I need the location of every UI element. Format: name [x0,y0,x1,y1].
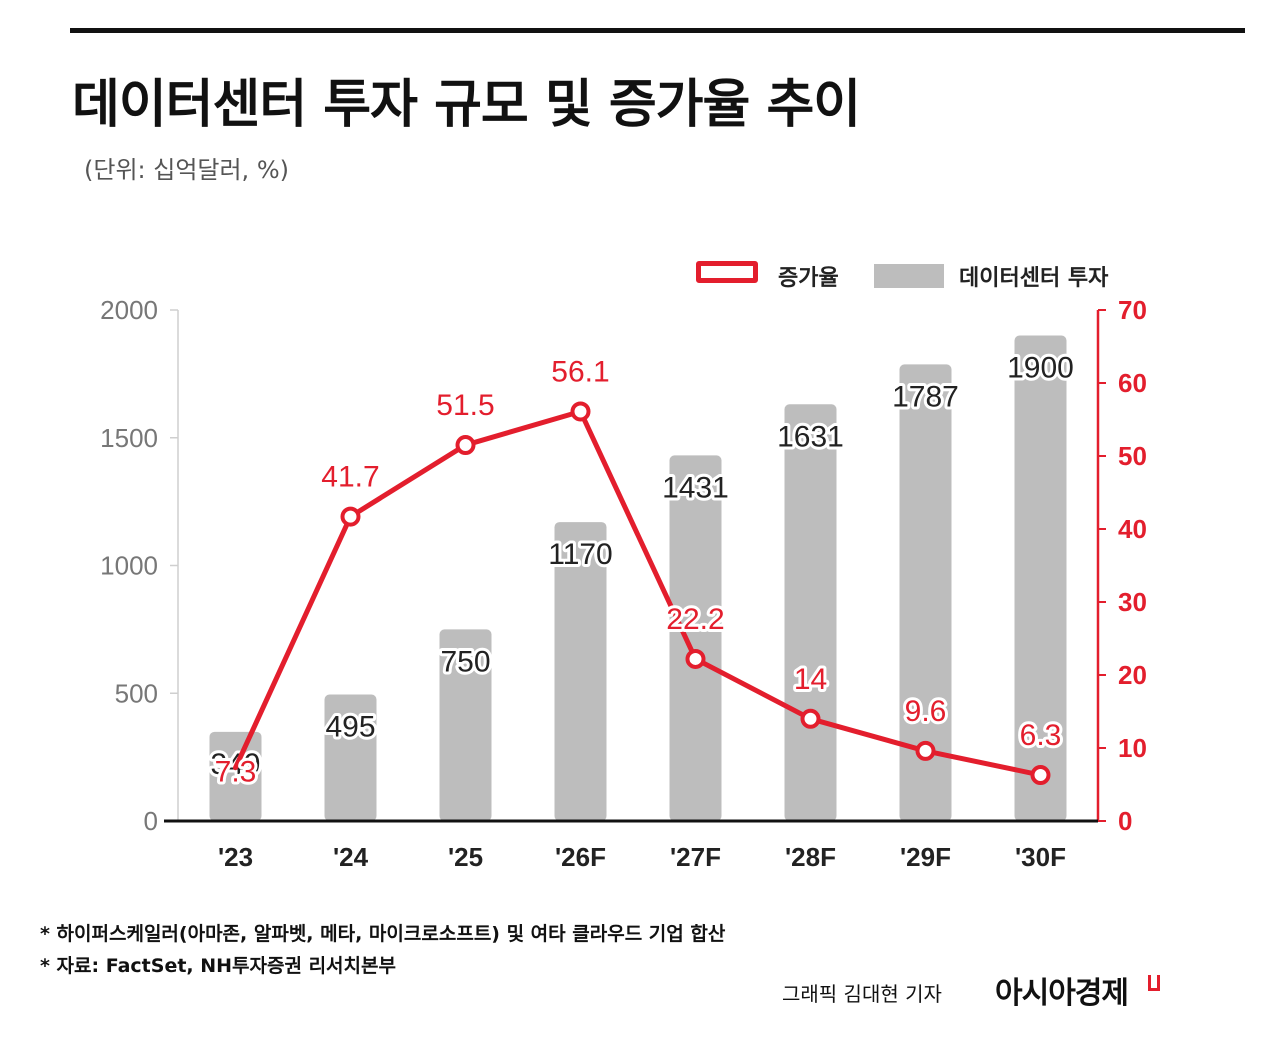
growth-rate-label: 14 [794,663,827,696]
category-label: '29F [900,842,951,872]
legend-line-swatch [696,261,758,283]
growth-rate-label: 51.5 [436,389,494,422]
footnotes: * 하이퍼스케일러(아마존, 알파벳, 메타, 마이크로소프트) 및 여타 클라… [40,918,725,982]
bar-value-label: 1431 [662,471,729,504]
growth-rate-point [800,708,821,729]
bar [669,455,722,821]
growth-rate-point [455,435,476,456]
top-rule [70,28,1245,33]
left-tick-label: 2000 [100,295,158,325]
right-tick-label: 40 [1118,514,1147,544]
growth-rate-line [233,408,1043,778]
category-label: '25 [448,842,483,872]
left-tick-label: 1000 [100,551,158,581]
left-tick-label: 0 [144,806,158,836]
category-label: '27F [670,842,721,872]
growth-rate-point [570,401,591,422]
category-label: '26F [555,842,606,872]
bar [554,522,607,821]
legend-line-label: 증가율 [778,266,839,291]
growth-rate-label: 6.3 [1020,719,1062,752]
growth-rate-label: 9.6 [905,695,947,728]
category-label: '30F [1015,842,1066,872]
right-tick-label: 20 [1118,660,1147,690]
growth-rate-point [1030,765,1051,786]
page-title: 데이터센터 투자 규모 및 증가율 추이 [72,75,861,135]
bar-value-label: 1900 [1007,352,1074,385]
growth-rate-label: 41.7 [321,461,379,494]
left-tick-label: 500 [115,678,158,708]
category-label: '23 [218,842,253,872]
left-tick-label: 1500 [100,423,158,453]
bar [784,404,837,821]
category-label: '24 [333,842,369,872]
graphic-credit: 그래픽 김대현 기자 [782,982,942,1006]
right-tick-label: 30 [1118,587,1147,617]
unit-subtitle: (단위: 십억달러, %) [84,156,289,184]
footnote-data-source: * 자료: FactSet, NH투자증권 리서치본부 [40,955,396,977]
growth-rate-point [685,648,706,669]
bar-value-label: 495 [325,711,375,744]
growth-rate-point [915,740,936,761]
chart-legend: 증가율 데이터센터 투자 [696,258,1166,298]
right-tick-label: 10 [1118,733,1147,763]
publisher-logo: 아시아경제 [995,976,1129,1011]
right-tick-label: 50 [1118,441,1147,471]
publisher-logo-mark [1148,975,1160,991]
footnote-sources-scope: * 하이퍼스케일러(아마존, 알파벳, 메타, 마이크로소프트) 및 여타 클라… [40,923,726,945]
growth-rate-label: 7.3 [215,756,257,789]
category-label: '28F [785,842,836,872]
bar [1014,335,1067,821]
bar-value-label: 1787 [892,380,959,413]
bar-value-label: 750 [440,645,490,678]
bar [439,629,492,821]
bar [209,731,262,821]
right-tick-label: 70 [1118,295,1147,325]
growth-rate-label: 56.1 [551,355,609,388]
bar-value-label: 1631 [777,420,844,453]
growth-rate-label: 22.2 [666,603,724,636]
legend-bar-label: 데이터센터 투자 [959,266,1109,291]
right-tick-label: 60 [1118,368,1147,398]
legend-bar-swatch [874,264,944,288]
growth-rate-point [340,506,361,527]
bar-value-label: 1170 [548,538,613,571]
bar [324,694,377,821]
right-tick-label: 0 [1118,806,1132,836]
bar [899,364,952,821]
